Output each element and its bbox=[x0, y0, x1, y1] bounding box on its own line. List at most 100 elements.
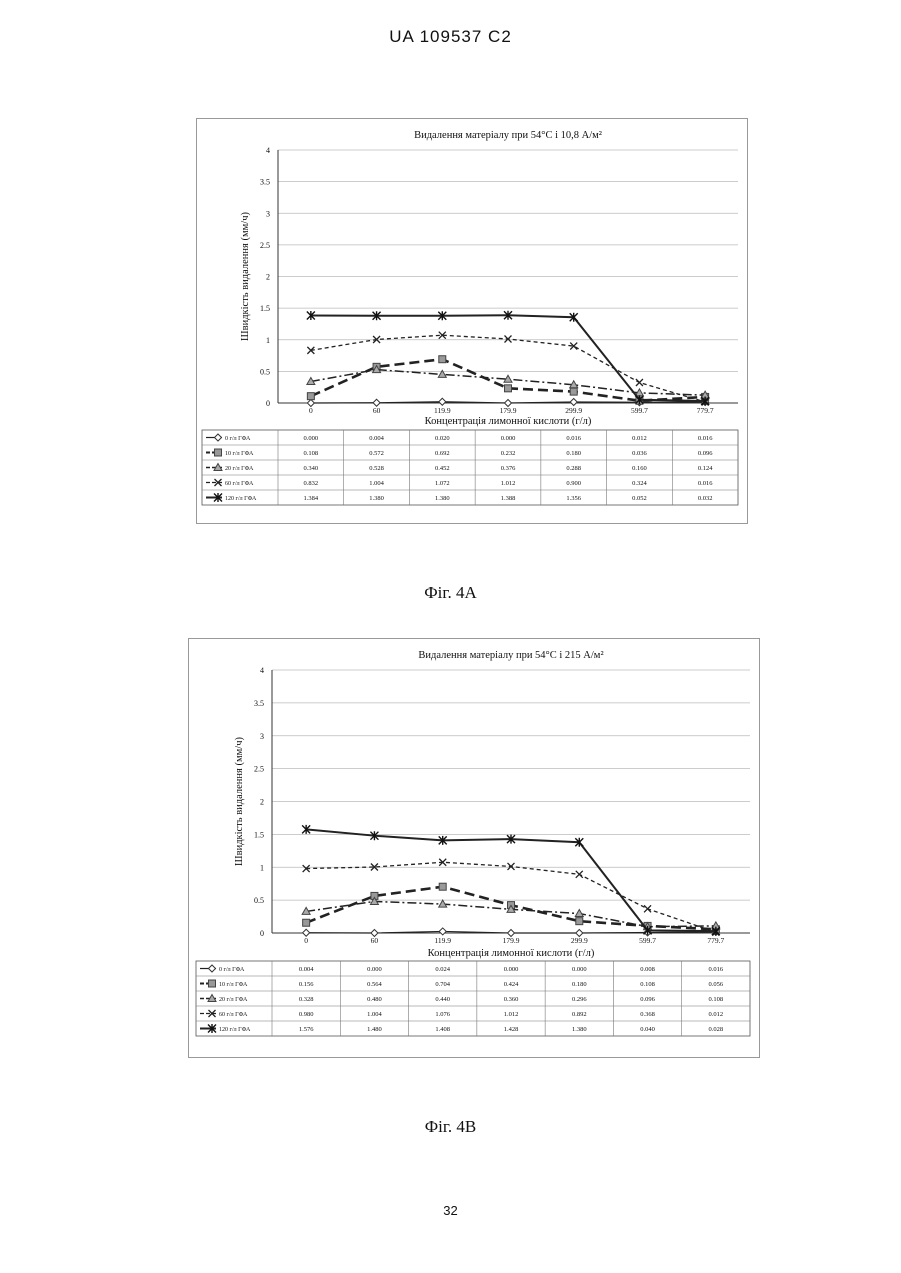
table-cell-value: 0.056 bbox=[709, 981, 724, 988]
table-cell-value: 1.004 bbox=[369, 480, 384, 487]
y-tick-label: 2.5 bbox=[260, 241, 270, 250]
legend-key-marker bbox=[209, 980, 216, 987]
table-cell-value: 0.572 bbox=[369, 450, 384, 457]
y-tick-label: 3.5 bbox=[254, 699, 264, 708]
figure-4a-chart: Видалення матеріалу при 54°C і 10,8 А/м²… bbox=[196, 118, 748, 524]
table-cell-value: 1.076 bbox=[435, 1011, 450, 1018]
x-tick-label: 179.9 bbox=[503, 936, 520, 945]
y-tick-label: 0 bbox=[266, 399, 270, 408]
table-cell-value: 0.160 bbox=[632, 465, 647, 472]
table-cell-value: 0.232 bbox=[501, 450, 516, 457]
y-axis-label: Швидкість видалення (мм/ч) bbox=[240, 212, 251, 341]
data-point bbox=[570, 388, 577, 395]
data-point bbox=[303, 919, 310, 926]
data-point bbox=[439, 356, 446, 363]
table-cell-value: 0.480 bbox=[367, 996, 382, 1003]
table-cell-value: 0.016 bbox=[709, 966, 724, 973]
table-cell-value: 1.384 bbox=[304, 495, 319, 502]
y-tick-label: 1.5 bbox=[254, 830, 264, 839]
table-cell-value: 0.012 bbox=[632, 435, 647, 442]
table-cell-value: 1.428 bbox=[504, 1026, 519, 1033]
x-tick-label: 0 bbox=[304, 936, 308, 945]
table-cell-value: 1.408 bbox=[435, 1026, 450, 1033]
table-cell-value: 0.376 bbox=[501, 465, 516, 472]
x-tick-label: 60 bbox=[371, 936, 379, 945]
page-number: 32 bbox=[0, 1203, 901, 1218]
table-cell-value: 0.288 bbox=[566, 465, 581, 472]
legend-key-marker bbox=[215, 449, 222, 456]
table-cell-value: 0.020 bbox=[435, 435, 450, 442]
table-cell-value: 0.004 bbox=[299, 966, 314, 973]
y-tick-label: 3.5 bbox=[260, 178, 270, 187]
page-header: UA 109537 C2 bbox=[0, 27, 901, 47]
table-cell-value: 0.108 bbox=[640, 981, 655, 988]
table-cell-value: 0.180 bbox=[566, 450, 581, 457]
chart-title: Видалення матеріалу при 54°C і 215 А/м² bbox=[418, 650, 603, 661]
y-tick-label: 1 bbox=[266, 336, 270, 345]
x-tick-label: 119.9 bbox=[434, 936, 451, 945]
table-cell-value: 0.424 bbox=[504, 981, 519, 988]
table-cell-value: 0.024 bbox=[435, 966, 450, 973]
figure-4a-caption: Фіг. 4А bbox=[0, 583, 901, 603]
data-point bbox=[505, 385, 512, 392]
table-cell-value: 0.052 bbox=[632, 495, 647, 502]
x-axis-label: Концентрація лимонної кислоти (г/л) bbox=[425, 416, 592, 427]
figure-4b-chart: Видалення матеріалу при 54°C і 215 А/м² 0… bbox=[188, 638, 760, 1058]
x-tick-label: 599.7 bbox=[631, 406, 648, 415]
table-cell-value: 1.480 bbox=[367, 1026, 382, 1033]
x-axis-label: Концентрація лимонної кислоти (г/л) bbox=[428, 948, 595, 959]
x-tick-label: 299.9 bbox=[565, 406, 582, 415]
x-tick-label: 119.9 bbox=[434, 406, 451, 415]
legend-entry: 120 г/л ГФА bbox=[225, 496, 257, 502]
table-cell-value: 0.000 bbox=[504, 966, 519, 973]
table-cell-value: 0.032 bbox=[698, 495, 713, 502]
legend-entry: 60 г/л ГФА bbox=[225, 481, 254, 487]
legend-entry: 60 г/л ГФА bbox=[219, 1012, 248, 1018]
table-cell-value: 0.004 bbox=[369, 435, 384, 442]
table-cell-value: 0.028 bbox=[709, 1026, 724, 1033]
y-tick-label: 4 bbox=[260, 666, 264, 675]
table-cell-value: 0.156 bbox=[299, 981, 314, 988]
x-tick-label: 60 bbox=[373, 406, 381, 415]
y-tick-label: 1 bbox=[260, 863, 264, 872]
table-cell-value: 1.012 bbox=[501, 480, 516, 487]
table-cell-value: 0.980 bbox=[299, 1011, 314, 1018]
table-cell-value: 0.440 bbox=[435, 996, 450, 1003]
figure-4b-caption: Фіг. 4В bbox=[0, 1117, 901, 1137]
table-cell-value: 0.360 bbox=[504, 996, 519, 1003]
table-cell-value: 0.016 bbox=[566, 435, 581, 442]
table-cell-value: 0.528 bbox=[369, 465, 384, 472]
chart-frame bbox=[189, 639, 760, 1058]
y-tick-label: 0.5 bbox=[260, 367, 270, 376]
y-tick-label: 3 bbox=[266, 209, 270, 218]
chart-frame bbox=[197, 119, 748, 524]
table-cell-value: 0.180 bbox=[572, 981, 587, 988]
table-cell-value: 0.296 bbox=[572, 996, 587, 1003]
table-cell-value: 0.124 bbox=[698, 465, 713, 472]
legend-entry: 0 г/л ГФА bbox=[219, 967, 245, 973]
y-tick-label: 2.5 bbox=[254, 765, 264, 774]
legend-entry: 10 г/л ГФА bbox=[225, 451, 254, 457]
table-cell-value: 0.368 bbox=[640, 1011, 655, 1018]
table-cell-value: 0.000 bbox=[367, 966, 382, 973]
y-tick-label: 0.5 bbox=[254, 896, 264, 905]
legend-entry: 10 г/л ГФА bbox=[219, 982, 248, 988]
table-cell-value: 0.000 bbox=[304, 435, 319, 442]
table-cell-value: 0.692 bbox=[435, 450, 450, 457]
x-tick-label: 779.7 bbox=[697, 406, 714, 415]
legend-entry: 120 г/л ГФА bbox=[219, 1027, 251, 1033]
y-tick-label: 2 bbox=[260, 798, 264, 807]
table-cell-value: 0.012 bbox=[709, 1011, 724, 1018]
table-cell-value: 0.016 bbox=[698, 435, 713, 442]
table-cell-value: 0.340 bbox=[304, 465, 319, 472]
table-cell-value: 1.576 bbox=[299, 1026, 314, 1033]
table-cell-value: 0.900 bbox=[566, 480, 581, 487]
table-cell-value: 0.040 bbox=[640, 1026, 655, 1033]
table-cell-value: 0.892 bbox=[572, 1011, 587, 1018]
table-cell-value: 0.704 bbox=[435, 981, 450, 988]
table-cell-value: 0.324 bbox=[632, 480, 647, 487]
y-tick-label: 2 bbox=[266, 273, 270, 282]
table-cell-value: 1.072 bbox=[435, 480, 450, 487]
table-cell-value: 1.380 bbox=[572, 1026, 587, 1033]
table-cell-value: 1.012 bbox=[504, 1011, 519, 1018]
